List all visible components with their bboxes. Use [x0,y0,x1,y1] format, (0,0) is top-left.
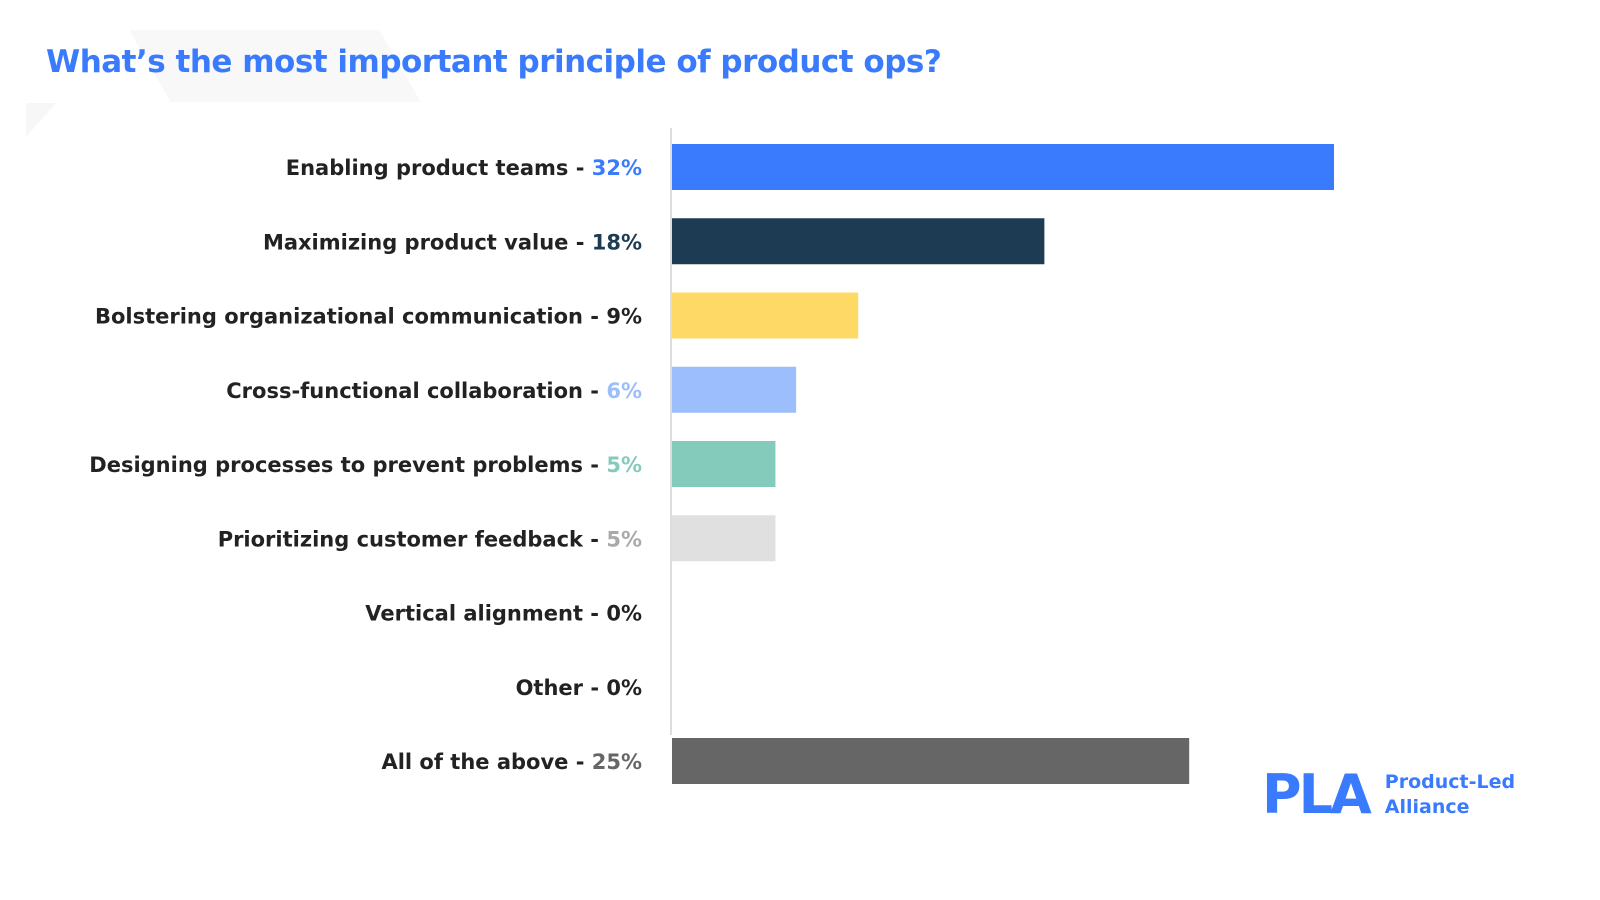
bar [672,441,776,487]
logo-line-2: Alliance [1384,796,1470,818]
bar [672,218,1045,265]
category-name: Prioritizing customer feedback - [218,527,607,551]
category-label: Cross-functional collaboration - 6% [226,379,642,403]
category-name: Other - [516,676,607,700]
chart-title: What’s the most important principle of p… [46,44,942,80]
bar [672,515,776,562]
value-label: 0% [606,676,642,700]
category-name: Enabling product teams - [286,156,592,180]
category-label: Other - 0% [516,676,642,700]
bar [672,292,859,339]
logo-text: Product-Led Alliance [1385,770,1515,820]
category-name: Vertical alignment - [365,602,606,626]
bar [672,366,797,413]
category-name: Maximizing product value - [263,230,592,254]
value-label: 0% [606,602,642,626]
category-label: Vertical alignment - 0% [365,602,642,626]
logo-mark: PLA [1262,763,1372,826]
category-name: Bolstering organizational communication … [95,305,606,329]
category-name: Cross-functional collaboration - [226,379,606,403]
category-name: Designing processes to prevent problems … [89,453,606,477]
logo-line-1: Product-Led [1384,771,1516,793]
bar [672,144,1334,190]
value-label: 6% [606,379,642,403]
category-label: Bolstering organizational communication … [95,305,642,329]
category-name: All of the above - [381,750,591,774]
category-label: Prioritizing customer feedback - 5% [218,527,642,551]
category-label: Designing processes to prevent problems … [89,453,642,477]
value-label: 25% [592,750,642,774]
category-label: Enabling product teams - 32% [286,156,642,180]
value-label: 5% [606,527,642,551]
value-label: 18% [592,230,642,254]
value-label: 9% [606,305,642,329]
category-label: All of the above - 25% [381,750,642,774]
value-label: 5% [606,453,642,477]
pla-logo: PLA Product-Led Alliance [1262,768,1515,822]
category-label: Maximizing product value - 18% [263,230,642,254]
value-label: 32% [592,156,642,180]
bar [672,738,1190,784]
